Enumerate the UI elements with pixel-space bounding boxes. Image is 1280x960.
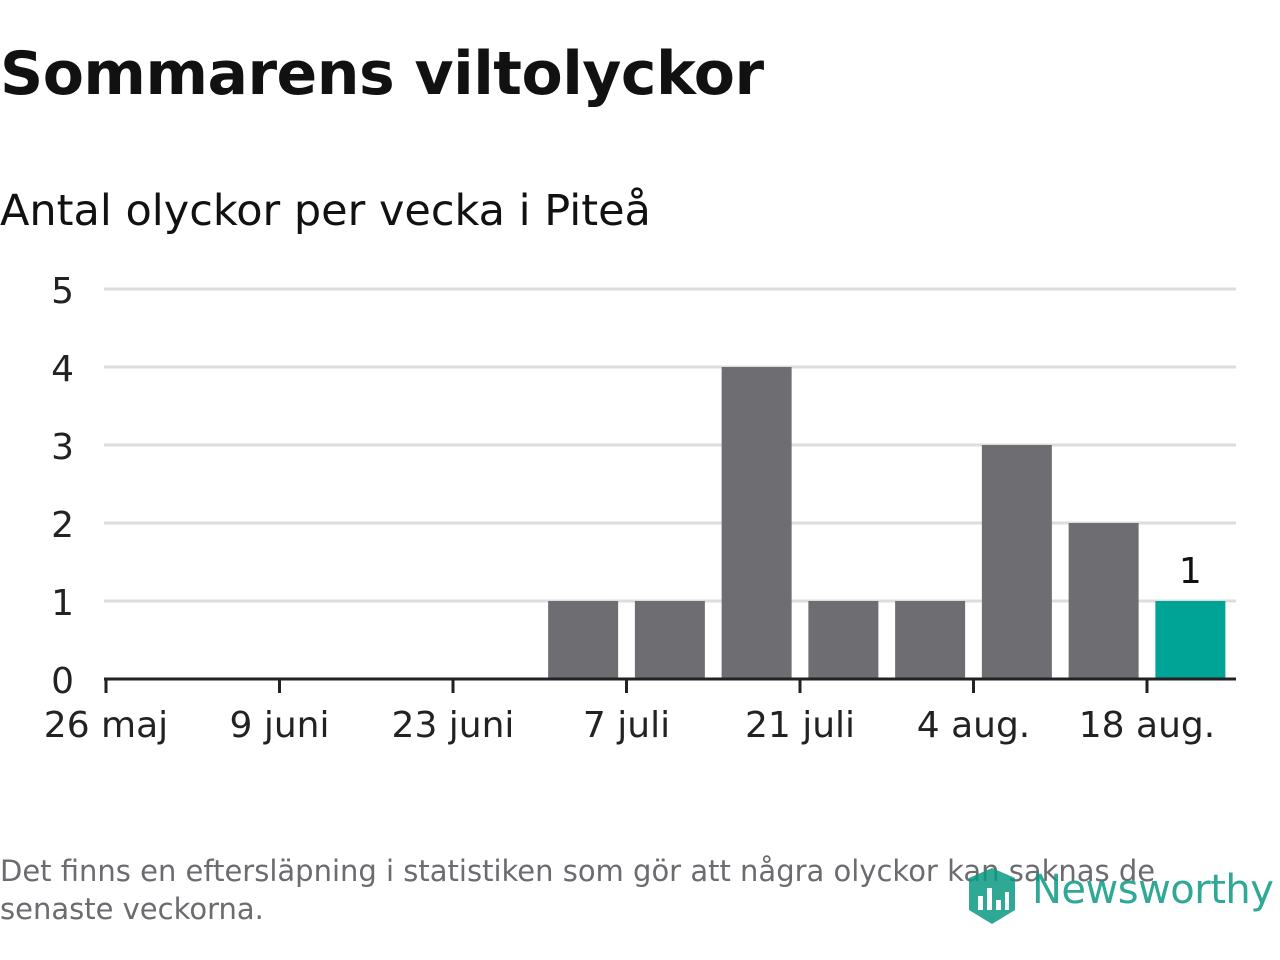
x-tick-label-2019-08-04: 4 aug. (917, 705, 1031, 746)
bar-2019-08-04 (981, 445, 1052, 679)
bar-layer (548, 367, 1226, 679)
axis-layer (104, 677, 1236, 693)
bar-2019-08-11 (1068, 523, 1139, 679)
x-tick-label-2019-06-23: 23 juni (392, 705, 515, 746)
newsworthy-logo-text: Newsworthy (1032, 867, 1274, 913)
bar-2019-07-14 (721, 367, 792, 679)
y-tick-label-1: 1 (51, 583, 74, 624)
bar-2019-06-30 (548, 601, 619, 679)
x-tick-label-2019-07-07: 7 juli (583, 705, 670, 746)
footnote: Det finns en eftersläpning i statistiken… (0, 854, 1156, 926)
bar-2019-08-18 (1155, 601, 1226, 679)
y-tick-label-5: 5 (51, 271, 74, 312)
x-tick-label-2019-08-18: 18 aug. (1079, 705, 1215, 746)
y-tick-label-3: 3 (51, 427, 74, 468)
x-tick-label-2019-06-09: 9 juni (230, 705, 330, 746)
data-label-2019-08-18: 1 (1179, 551, 1202, 592)
y-tick-label-4: 4 (51, 349, 74, 390)
bar-2019-07-07 (634, 601, 705, 679)
y-tick-label-2: 2 (51, 505, 74, 546)
label-layer: 0 1 2 3 4 5 26 maj 9 juni 23 juni 7 juli 21 juli 4 … (44, 271, 1215, 746)
bar-chart: 0 1 2 3 4 5 26 maj 9 juni 23 juni 7 juli 21 juli 4 … (44, 271, 1236, 746)
bar-2019-07-28 (895, 601, 966, 679)
chart-subtitle: Antal olyckor per vecka i Piteå (0, 186, 651, 236)
x-tick-label-2019-05-26: 26 maj (44, 705, 168, 746)
newsworthy-logo-icon (969, 868, 1015, 924)
x-tick-label-2019-07-21: 21 juli (745, 705, 855, 746)
y-tick-label-0: 0 (51, 661, 74, 702)
grid-layer (104, 287, 1236, 603)
chart-title: Sommarens viltolyckor (0, 39, 764, 109)
bar-2019-07-21 (808, 601, 879, 679)
newsworthy-logo[interactable]: Newsworthy (962, 862, 1280, 928)
